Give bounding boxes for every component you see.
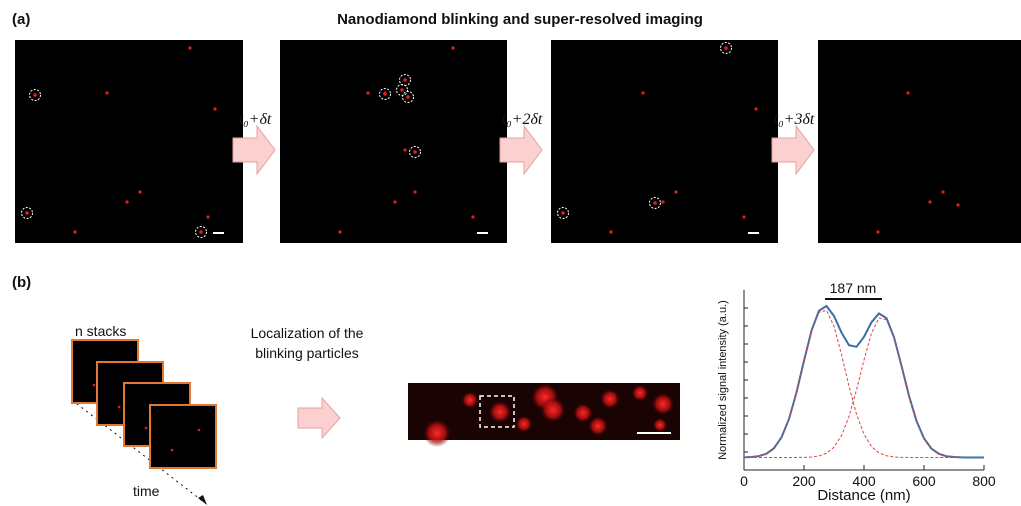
blob: [540, 397, 565, 422]
emitter: [941, 190, 944, 193]
x-tick-label: 200: [792, 473, 816, 489]
blob: [423, 419, 451, 447]
emitter: [206, 215, 209, 218]
frame: [280, 40, 507, 243]
step-label: t₀+2δt: [502, 111, 543, 128]
emitter: [338, 230, 341, 233]
emitter: [188, 46, 191, 49]
frame-image: [551, 40, 778, 243]
emitter: [403, 78, 407, 82]
emitter: [33, 93, 37, 97]
emitter: [413, 190, 416, 193]
emitter: [213, 107, 216, 110]
emitter: [25, 211, 29, 215]
emitter: [742, 215, 745, 218]
emitter: [199, 230, 203, 234]
frame: [551, 40, 778, 243]
y-axis-label: Normalized signal intensity (a.u.): [717, 300, 729, 460]
blob: [462, 392, 479, 409]
emitter: [928, 200, 931, 203]
arrow: [298, 398, 340, 438]
emitter: [956, 203, 959, 206]
arrow: [772, 126, 814, 174]
emitter: [906, 91, 909, 94]
curve: [744, 318, 984, 457]
emitter: [561, 211, 565, 215]
emitter: [171, 449, 174, 452]
emitter: [876, 230, 879, 233]
curve: [744, 310, 984, 457]
arrow-head: [198, 495, 207, 505]
emitter: [754, 107, 757, 110]
step-label: t₀+3δt: [774, 111, 815, 128]
step-label: t₀+δt: [239, 111, 272, 128]
annotation: 187 nm: [830, 280, 877, 296]
emitter: [661, 200, 664, 203]
super-resolved-image: [408, 383, 680, 447]
blob: [653, 418, 667, 432]
blob: [588, 416, 608, 436]
step-text: blinking particles: [255, 345, 359, 361]
panel-label: (a): [12, 11, 30, 28]
frame-image: [280, 40, 507, 243]
emitter: [451, 46, 454, 49]
blob: [573, 403, 593, 423]
stack-frame: [150, 405, 216, 468]
frame: [818, 40, 1021, 243]
x-axis-label: Distance (nm): [817, 487, 910, 504]
x-tick-label: 600: [912, 473, 936, 489]
blob: [652, 393, 674, 415]
emitter: [609, 230, 612, 233]
emitter: [105, 91, 108, 94]
emitter: [724, 46, 728, 50]
emitter: [383, 92, 387, 96]
step-text: Localization of the: [251, 325, 364, 341]
blob: [600, 389, 620, 409]
time-label: time: [133, 483, 160, 499]
stack-label: n stacks: [75, 323, 126, 339]
emitter: [403, 148, 406, 151]
emitter: [145, 427, 148, 430]
emitter: [93, 384, 96, 387]
emitter: [138, 190, 141, 193]
curve: [744, 306, 984, 458]
emitter: [366, 91, 369, 94]
panel-title: Nanodiamond blinking and super-resolved …: [337, 11, 703, 28]
emitter: [400, 88, 404, 92]
panel-label: (b): [12, 274, 31, 291]
x-tick-label: 0: [740, 473, 748, 489]
emitter: [118, 406, 121, 409]
blob: [489, 401, 511, 423]
blob: [516, 416, 533, 433]
emitter: [73, 230, 76, 233]
emitter: [198, 429, 201, 432]
emitter: [641, 91, 644, 94]
figure: (a) Nanodiamond blinking and super-resol…: [0, 0, 1021, 506]
emitter: [393, 200, 396, 203]
emitter: [674, 190, 677, 193]
blob: [632, 385, 649, 402]
emitter: [653, 201, 657, 205]
emitter: [471, 215, 474, 218]
frame: [15, 40, 243, 243]
frame-image: [15, 40, 243, 243]
emitter: [413, 150, 417, 154]
emitter: [406, 95, 410, 99]
emitter: [125, 200, 128, 203]
frame-image: [818, 40, 1021, 243]
x-tick-label: 800: [972, 473, 996, 489]
